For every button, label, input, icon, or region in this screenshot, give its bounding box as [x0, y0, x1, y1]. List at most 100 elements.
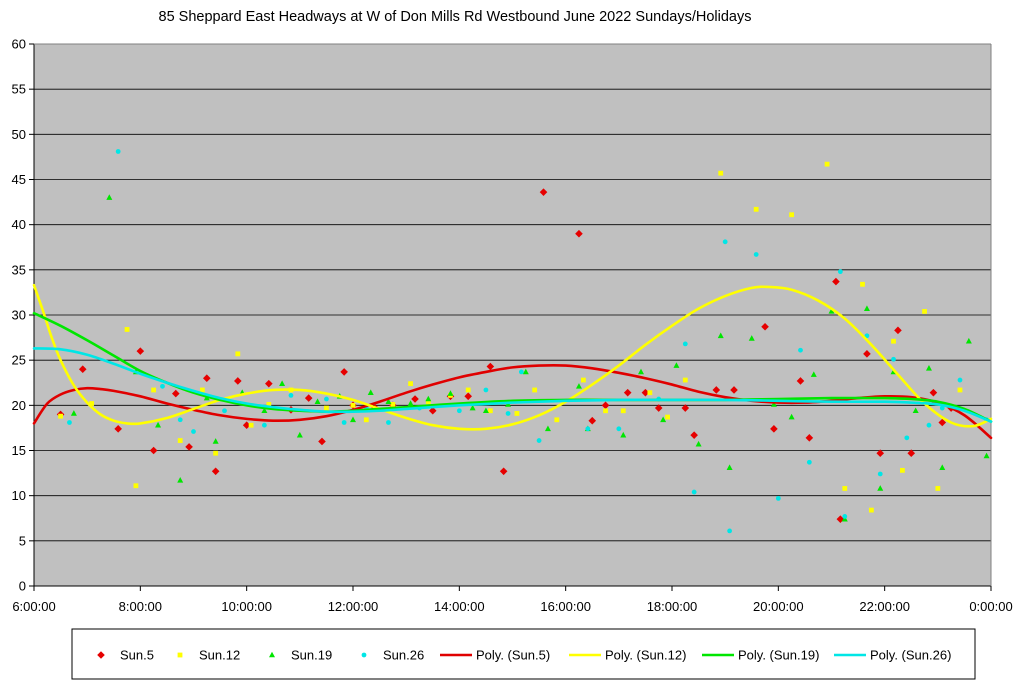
y-tick-label-1: 5 [19, 533, 26, 548]
sun-5-point-23 [486, 362, 495, 371]
sun-26-point-13 [456, 408, 462, 414]
sun-26-point-27 [798, 347, 803, 353]
sun-19-point-8 [261, 407, 268, 414]
sun-26-point-7 [288, 392, 294, 398]
sun-12-point-22 [532, 387, 538, 393]
sun-19-point-28 [660, 416, 667, 423]
sun-5-point-44 [894, 326, 902, 335]
sun-19-point-31 [717, 332, 724, 339]
y-tick-label-10: 50 [12, 127, 26, 142]
legend-label-sun-5: Sun.5 [120, 648, 154, 663]
sun-19-point-16 [407, 400, 414, 406]
sun-5-point-20 [428, 406, 437, 415]
sun-12-point-10 [266, 402, 272, 407]
trendline-poly-sun-26 [32, 347, 993, 423]
sun-5-point-19 [411, 395, 419, 403]
sun-19-point-44 [939, 464, 946, 470]
sun-5-point-38 [796, 377, 805, 385]
sun-19-point-32 [726, 464, 733, 470]
sun-5-point-28 [601, 401, 610, 410]
sun-12-point-6 [199, 387, 205, 393]
y-tick-label-5: 25 [12, 353, 26, 368]
legend-label-poly-sun-5: Poly. (Sun.5) [476, 648, 550, 663]
legend-label-sun-19: Sun.19 [291, 648, 332, 663]
sun-19-point-0 [70, 410, 77, 416]
sun-12-point-40 [935, 486, 941, 491]
sun-12-point-31 [753, 206, 759, 212]
legend-label-poly-sun-12: Poly. (Sun.12) [605, 648, 686, 663]
sun-19-point-40 [877, 485, 884, 491]
sun-12-point-12 [324, 405, 329, 411]
x-tick-label-9: 0:00:00 [969, 599, 1012, 614]
sun-12-point-39 [922, 308, 927, 314]
sun-5-point-40 [832, 277, 840, 286]
sun-5-point-1 [78, 365, 87, 373]
sun-12-point-13 [350, 402, 356, 408]
legend-marker-sun-19 [269, 651, 275, 658]
sun-12-point-34 [842, 486, 848, 491]
sun-12-point-17 [425, 399, 431, 405]
sun-26-point-28 [806, 459, 812, 465]
sun-26-point-14 [483, 387, 489, 393]
sun-12-point-9 [248, 422, 254, 428]
sun-5-point-2 [114, 425, 122, 433]
sun-26-point-8 [324, 396, 329, 402]
sun-19-point-22 [522, 368, 529, 375]
sun-12-point-33 [824, 161, 830, 167]
sun-19-point-17 [425, 395, 432, 402]
sun-19-point-29 [673, 362, 680, 368]
y-tick-label-4: 20 [12, 398, 26, 413]
sun-19-point-27 [637, 368, 644, 375]
sun-19-point-6 [212, 438, 219, 444]
sun-12-point-25 [603, 408, 608, 414]
y-tick-label-3: 15 [12, 443, 26, 458]
sun-5-point-4 [149, 446, 158, 455]
sun-5-point-37 [770, 425, 778, 433]
sun-12-point-37 [891, 338, 896, 344]
x-tick-label-0: 6:00:00 [12, 599, 55, 614]
sun-26-point-32 [877, 471, 883, 477]
legend-label-sun-26: Sun.26 [383, 648, 424, 663]
sun-5-point-3 [136, 347, 145, 355]
trendlines [32, 283, 993, 440]
sun-26-point-18 [585, 426, 591, 432]
sun-12-point-7 [213, 450, 219, 456]
x-tick-label-3: 12:00:00 [328, 599, 379, 614]
sun-5-point-25 [539, 188, 548, 196]
sun-5-point-32 [681, 404, 690, 412]
sun-19-point-9 [279, 380, 286, 386]
sun-19-point-11 [314, 398, 321, 405]
sun-26-point-24 [727, 528, 732, 534]
sun-5-point-35 [730, 386, 738, 394]
sun-26-point-35 [926, 422, 932, 428]
sun-12-point-0 [58, 413, 63, 419]
y-tick-label-9: 45 [12, 172, 26, 187]
x-tick-label-8: 22:00:00 [859, 599, 910, 614]
x-tick-label-7: 20:00:00 [753, 599, 804, 614]
legend-label-sun-12: Sun.12 [199, 648, 240, 663]
legend-marker-sun-12 [177, 652, 183, 658]
sun-26-point-0 [67, 420, 72, 425]
sun-26-point-33 [891, 356, 896, 362]
sun-12-point-32 [789, 212, 795, 218]
sun-26-point-23 [722, 239, 728, 245]
sun-5-point-31 [654, 404, 663, 412]
sun-26-point-1 [115, 149, 121, 154]
sun-26-point-26 [775, 495, 781, 501]
sun-12-point-1 [89, 401, 94, 406]
sun-12-point-27 [647, 390, 653, 396]
y-tick-label-11: 55 [12, 82, 26, 97]
series-sun-19 [70, 194, 990, 522]
sun-12-point-26 [620, 408, 626, 414]
sun-26-point-37 [957, 377, 963, 383]
sun-5-point-26 [575, 229, 583, 238]
y-tick-label-8: 40 [12, 217, 26, 232]
sun-19-point-37 [828, 308, 835, 314]
sun-19-point-24 [575, 383, 582, 389]
sun-19-point-45 [965, 337, 972, 344]
sun-5-point-10 [242, 421, 251, 430]
sun-19-point-46 [983, 452, 990, 459]
sun-26-point-19 [616, 426, 622, 432]
sun-26-point-11 [386, 420, 391, 425]
